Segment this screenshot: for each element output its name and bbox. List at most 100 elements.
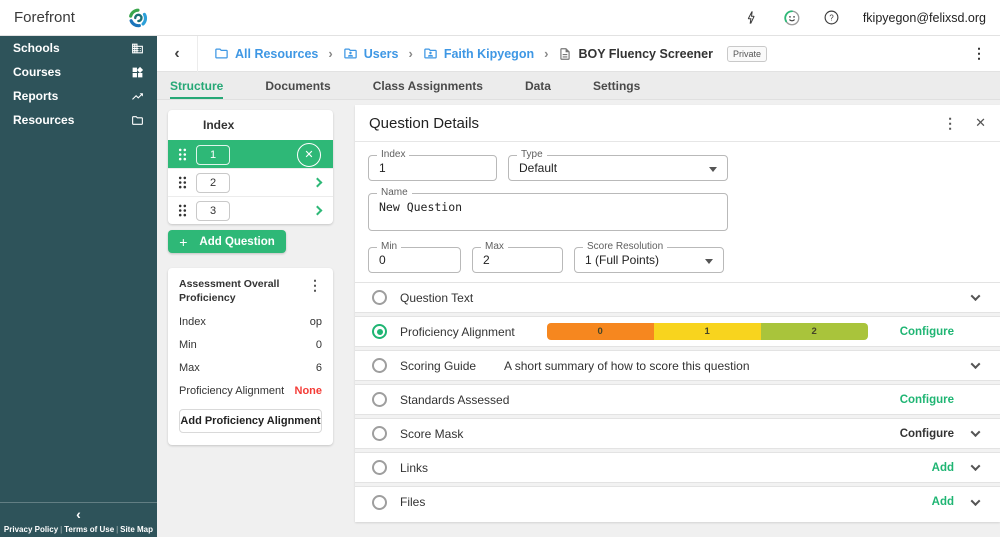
sidebar-item-courses[interactable]: Courses (0, 60, 157, 84)
account-status-icon[interactable] (783, 9, 801, 27)
assessment-min-value: 0 (315, 339, 322, 352)
sidebar-item-reports[interactable]: Reports (0, 84, 157, 108)
drag-handle-icon[interactable] (177, 203, 188, 218)
trending-chart-icon (131, 90, 144, 103)
add-link-button[interactable]: Add (931, 461, 954, 474)
breadcrumb: All Resources › Users › Faith Kipyegon ›… (214, 45, 768, 62)
breadcrumb-separator-icon: › (544, 46, 549, 61)
radio-unchecked-icon[interactable] (372, 494, 387, 510)
question-details-kebab-icon[interactable]: ⋮ (943, 115, 958, 131)
privacy-policy-link[interactable]: Privacy Policy (3, 525, 59, 534)
proficiency-alignment-bar[interactable]: 0 1 2 (546, 323, 868, 340)
chevron-down-icon[interactable] (970, 461, 980, 472)
name-field[interactable]: Name New Question (368, 187, 728, 231)
assessment-card-title: Assessment Overall Proficiency (179, 278, 280, 304)
question-index-input[interactable]: 1 (196, 144, 230, 165)
drag-handle-icon[interactable] (177, 175, 188, 190)
deselect-question-button[interactable]: ✕ (297, 142, 321, 167)
folder-icon (131, 114, 144, 127)
section-links[interactable]: Links Add (355, 452, 1000, 483)
proficiency-segment-1[interactable]: 1 (653, 323, 761, 340)
section-files[interactable]: Files Add (355, 486, 1000, 517)
question-row-1[interactable]: 1 ✕ (168, 140, 333, 168)
configure-standards-link[interactable]: Configure (899, 393, 954, 406)
section-question-text[interactable]: Question Text (355, 282, 1000, 313)
add-proficiency-alignment-button[interactable]: Add Proficiency Alignment (179, 409, 322, 434)
question-row-3[interactable]: 3 (168, 196, 333, 224)
sidebar-item-resources[interactable]: Resources (0, 108, 157, 132)
assessment-overall-proficiency-card: Assessment Overall Proficiency ⋮ Index o… (168, 268, 333, 446)
shared-folder-icon (343, 46, 358, 61)
collapse-chevron-icon: ‹ (76, 505, 81, 522)
site-map-link[interactable]: Site Map (120, 525, 154, 534)
min-field[interactable]: Min 0 (368, 241, 461, 273)
max-field[interactable]: Max 2 (472, 241, 563, 273)
open-question-chevron-icon[interactable] (312, 205, 323, 216)
sidebar-bottom: ‹ Privacy Policy | Terms of Use | Site M… (0, 502, 157, 537)
flash-icon[interactable] (743, 9, 761, 27)
proficiency-segment-0[interactable]: 0 (546, 323, 654, 340)
question-details-panel: Question Details ⋮ ✕ Index 1 Type Defaul… (355, 105, 1000, 522)
assessment-kebab-icon[interactable]: ⋮ (308, 277, 322, 293)
drag-handle-icon[interactable] (177, 147, 188, 162)
sidebar-item-schools[interactable]: Schools (0, 36, 157, 60)
assessment-max-row: Max 6 (179, 362, 322, 375)
section-score-mask[interactable]: Score Mask Configure (355, 418, 1000, 449)
radio-checked-icon[interactable] (372, 324, 387, 339)
brand-zone: Forefront (0, 0, 157, 35)
folder-icon (214, 46, 229, 61)
radio-unchecked-icon[interactable] (372, 426, 387, 441)
tab-structure[interactable]: Structure (157, 72, 244, 99)
scoring-guide-summary: A short summary of how to score this que… (504, 358, 750, 373)
proficiency-segment-2[interactable]: 2 (760, 323, 868, 340)
tab-settings[interactable]: Settings (592, 78, 641, 93)
section-proficiency-alignment[interactable]: Proficiency Alignment 0 1 2 Configure (355, 316, 1000, 347)
question-index-panel: Index 1 ✕ 2 3 (168, 110, 333, 224)
section-standards-assessed[interactable]: Standards Assessed Configure (355, 384, 1000, 415)
school-building-icon (131, 42, 144, 55)
type-select[interactable]: Type Default (508, 149, 728, 181)
breadcrumb-users[interactable]: Users (343, 46, 398, 61)
question-details-header: Question Details ⋮ ✕ (355, 105, 1000, 142)
open-question-chevron-icon[interactable] (312, 177, 323, 188)
assessment-max-value: 6 (315, 362, 322, 375)
back-button[interactable]: ‹ (157, 36, 197, 71)
radio-unchecked-icon[interactable] (372, 358, 387, 373)
chevron-down-icon[interactable] (970, 359, 980, 370)
tab-data[interactable]: Data (524, 78, 551, 93)
terms-of-use-link[interactable]: Terms of Use (64, 525, 115, 534)
add-file-button[interactable]: Add (931, 496, 954, 508)
question-index-input[interactable]: 2 (196, 172, 230, 193)
close-icon[interactable]: ✕ (975, 115, 986, 130)
question-details-body: Index 1 Type Default Name New Question M… (355, 142, 1000, 517)
radio-unchecked-icon[interactable] (372, 392, 387, 407)
score-resolution-select[interactable]: Score Resolution 1 (Full Points) (574, 241, 724, 273)
radio-unchecked-icon[interactable] (372, 460, 387, 475)
document-icon (558, 47, 572, 61)
close-icon: ✕ (304, 149, 314, 161)
tab-bar: Structure Documents Class Assignments Da… (157, 72, 1000, 100)
breadcrumb-kebab-icon[interactable]: ⋮ (972, 45, 986, 61)
add-question-button[interactable]: + Add Question (168, 230, 286, 253)
chevron-down-icon[interactable] (970, 427, 980, 438)
breadcrumb-separator-icon: › (328, 46, 333, 61)
help-icon[interactable]: ? (823, 9, 841, 27)
index-panel-title: Index (203, 118, 235, 132)
tab-documents[interactable]: Documents (265, 78, 331, 93)
question-row-2[interactable]: 2 (168, 168, 333, 196)
user-email[interactable]: fkipyegon@felixsd.org (862, 10, 986, 25)
chevron-down-icon[interactable] (970, 291, 980, 302)
sidebar-collapse-button[interactable]: ‹ (0, 502, 157, 524)
chevron-down-icon[interactable] (970, 495, 980, 506)
question-index-input[interactable]: 3 (196, 200, 230, 221)
breadcrumb-all-resources[interactable]: All Resources (214, 46, 318, 61)
configure-score-mask-link[interactable]: Configure (899, 427, 954, 440)
svg-text:?: ? (830, 13, 835, 22)
configure-proficiency-link[interactable]: Configure (899, 325, 954, 338)
plus-icon: + (179, 233, 188, 250)
section-scoring-guide[interactable]: Scoring Guide A short summary of how to … (355, 350, 1000, 381)
breadcrumb-faith-kipyegon[interactable]: Faith Kipyegon (423, 46, 534, 61)
radio-unchecked-icon[interactable] (372, 290, 387, 305)
index-field[interactable]: Index 1 (368, 149, 497, 181)
tab-class-assignments[interactable]: Class Assignments (372, 78, 483, 93)
